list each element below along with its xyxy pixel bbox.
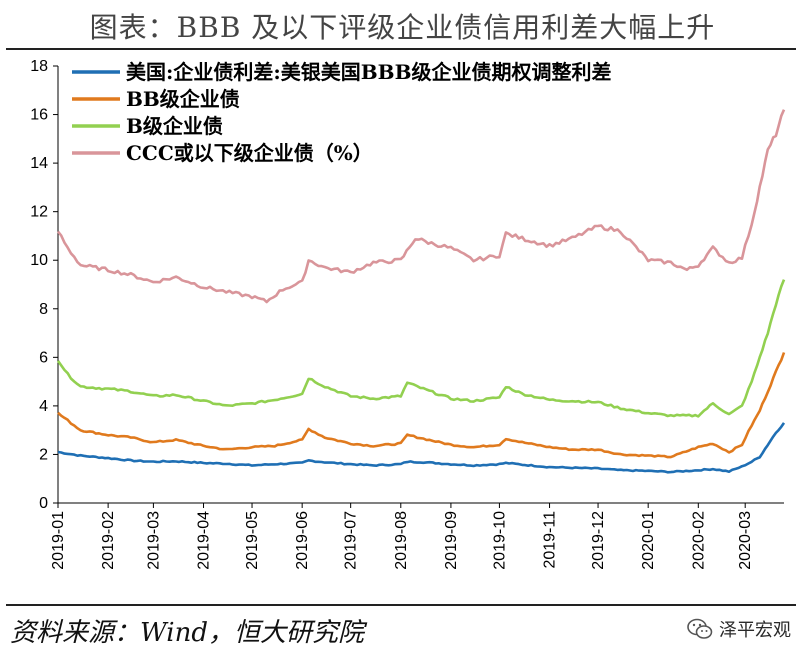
- x-tick-label-2019-06: 2019-06: [294, 511, 311, 570]
- x-tick-label-2019-05: 2019-05: [244, 511, 261, 570]
- x-tick-label-2019-11: 2019-11: [542, 511, 559, 569]
- x-tick-label-2019-10: 2019-10: [491, 511, 508, 570]
- y-tick-label-18: 18: [30, 58, 48, 75]
- x-tick-label-2019-09: 2019-09: [443, 511, 460, 570]
- y-tick-label-2: 2: [39, 446, 48, 463]
- x-tick-label-2020-03: 2020-03: [737, 511, 754, 570]
- title-rule: [6, 48, 796, 50]
- y-tick-label-16: 16: [30, 107, 48, 124]
- watermark: 泽平宏观: [687, 616, 791, 642]
- y-tick-label-10: 10: [30, 252, 48, 269]
- x-tick-label-2019-07: 2019-07: [343, 511, 360, 570]
- source-rule: [6, 604, 796, 606]
- series-line-2: [57, 352, 786, 459]
- series-line-4: [56, 109, 786, 304]
- legend-label-4: CCC或以下级企业债（%）: [126, 141, 373, 165]
- series-line-3: [56, 279, 786, 418]
- y-tick-label-8: 8: [39, 301, 48, 318]
- wechat-icon: [687, 618, 713, 639]
- x-tick-label-2020-01: 2020-01: [640, 511, 657, 570]
- y-tick-label-0: 0: [39, 495, 48, 512]
- legend-label-1: 美国:企业债利差:美银美国BBB级企业债期权调整利差: [126, 60, 611, 84]
- y-tick-label-14: 14: [30, 155, 48, 172]
- x-tick-label-2019-01: 2019-01: [50, 511, 67, 570]
- x-tick-label-2019-08: 2019-08: [393, 511, 410, 570]
- x-tick-label-2019-02: 2019-02: [100, 511, 117, 570]
- y-tick-label-12: 12: [30, 204, 48, 221]
- x-tick-label-2019-03: 2019-03: [145, 511, 162, 570]
- x-tick-label-2020-02: 2020-02: [690, 511, 707, 570]
- legend-label-3: B级企业债: [126, 114, 223, 138]
- x-tick-label-2019-12: 2019-12: [590, 511, 607, 570]
- source-note: 资料来源：Wind，恒大研究院: [10, 618, 364, 648]
- legend-label-2: BB级企业债: [126, 87, 240, 111]
- chart-title: 图表：BBB 及以下评级企业债信用利差大幅上升: [89, 11, 716, 44]
- x-tick-label-2019-04: 2019-04: [196, 511, 213, 570]
- series-line-1: [57, 422, 786, 474]
- watermark-text: 泽平宏观: [719, 620, 791, 641]
- y-tick-label-4: 4: [39, 398, 48, 415]
- y-tick-label-6: 6: [39, 349, 48, 366]
- line-chart: 0 2 4 6 8 10 12 14 16 18 2019-01 2019-02 2019-03 2019…: [30, 58, 786, 570]
